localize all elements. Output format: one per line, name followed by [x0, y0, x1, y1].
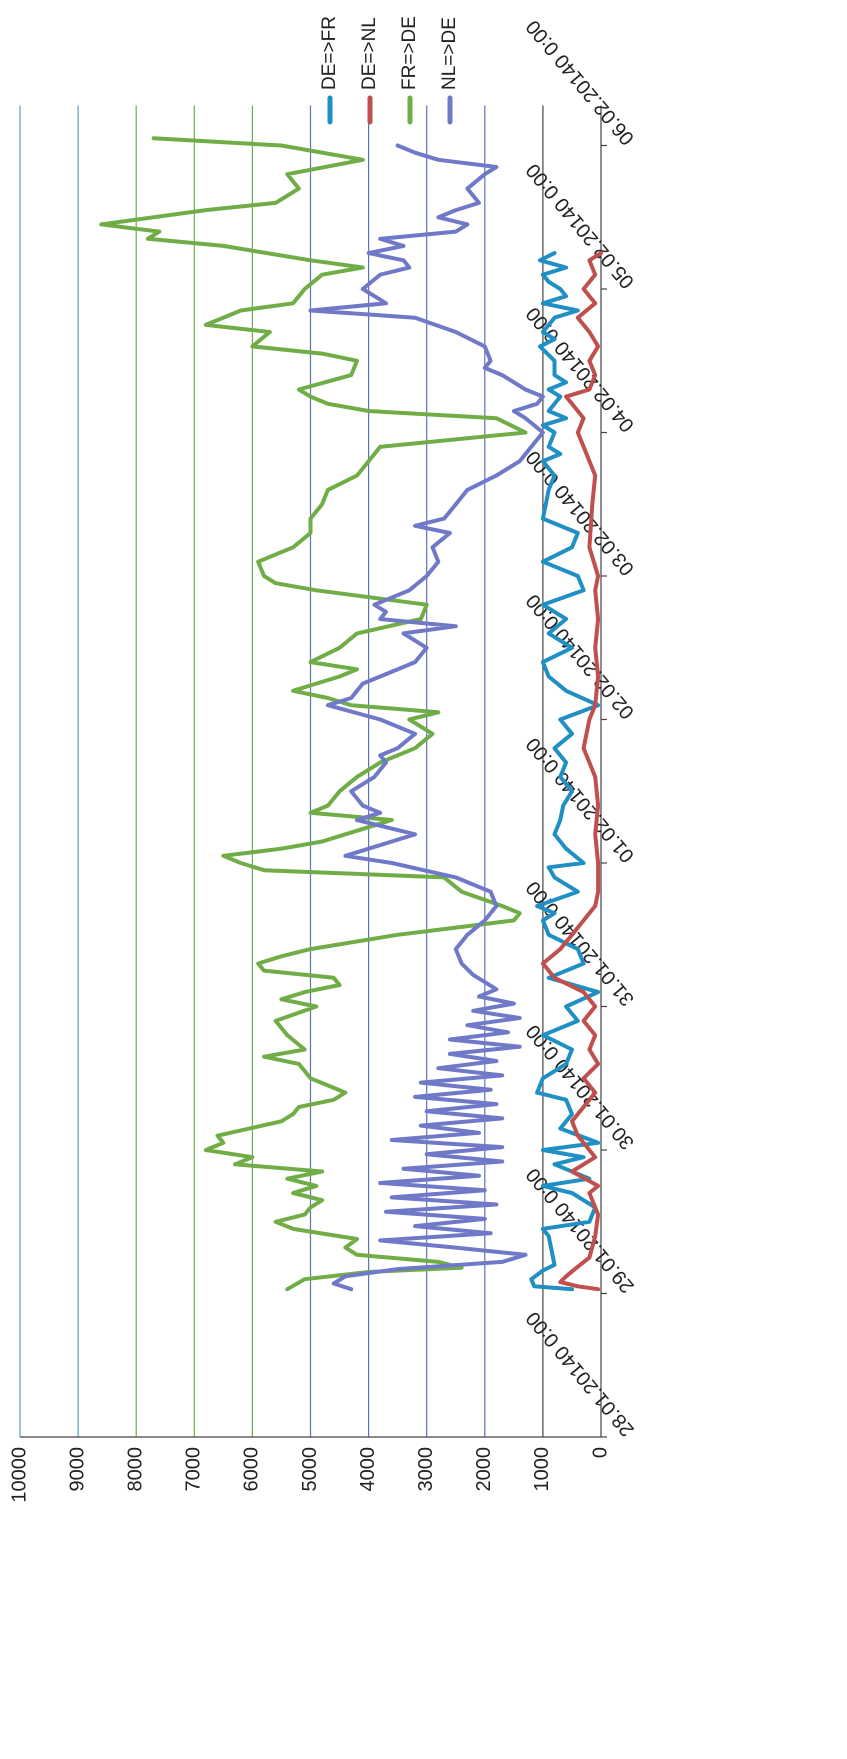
legend-label: DE=>NL	[359, 17, 380, 90]
grid-layer	[19, 105, 544, 1437]
legend-label: DE=>FR	[319, 16, 340, 90]
x-tick-label: 06.02.20140 0:00	[522, 16, 639, 149]
y-tick-label: 1000	[531, 1447, 553, 1492]
y-tick-label: 4000	[357, 1447, 379, 1492]
y-tick-label: 9000	[66, 1447, 88, 1492]
legend-label: NL=>DE	[439, 17, 460, 90]
legend-label: FR=>DE	[399, 16, 420, 90]
x-tick-label: 02.02.20140 0:00	[522, 590, 639, 723]
x-tick-label: 29.01.20140 0:00	[522, 1164, 639, 1297]
series-line-de-fr	[529, 251, 601, 1292]
series-line-nl-de	[308, 143, 545, 1292]
y-tick-label: 3000	[415, 1447, 437, 1492]
x-tick-label: 03.02.20140 0:00	[522, 446, 639, 579]
y-tick-label: 2000	[473, 1447, 495, 1492]
series-layer	[99, 136, 603, 1292]
y-tick-label: 5000	[299, 1447, 321, 1492]
x-tick-label: 05.02.20140 0:00	[522, 159, 639, 292]
x-tick-label: 28.01.20140 0:00	[522, 1307, 639, 1440]
series-line-de-nl	[540, 251, 603, 1292]
y-tick-label: 7000	[183, 1447, 205, 1492]
legend: DE=>FR DE=>NL FR=>DE NL=>DE	[319, 16, 460, 125]
axis-layer: 10000 9000 8000 7000 6000 5000 4000 3000 2000 100…	[8, 16, 639, 1503]
y-tick-label: 6000	[241, 1447, 263, 1492]
series-line-fr-de	[99, 136, 528, 1292]
y-tick-label: 10000	[8, 1447, 30, 1503]
y-tick-label: 0	[589, 1447, 611, 1458]
y-tick-label: 8000	[124, 1447, 146, 1492]
x-tick-label: 01.02.20140 0:00	[522, 733, 639, 866]
